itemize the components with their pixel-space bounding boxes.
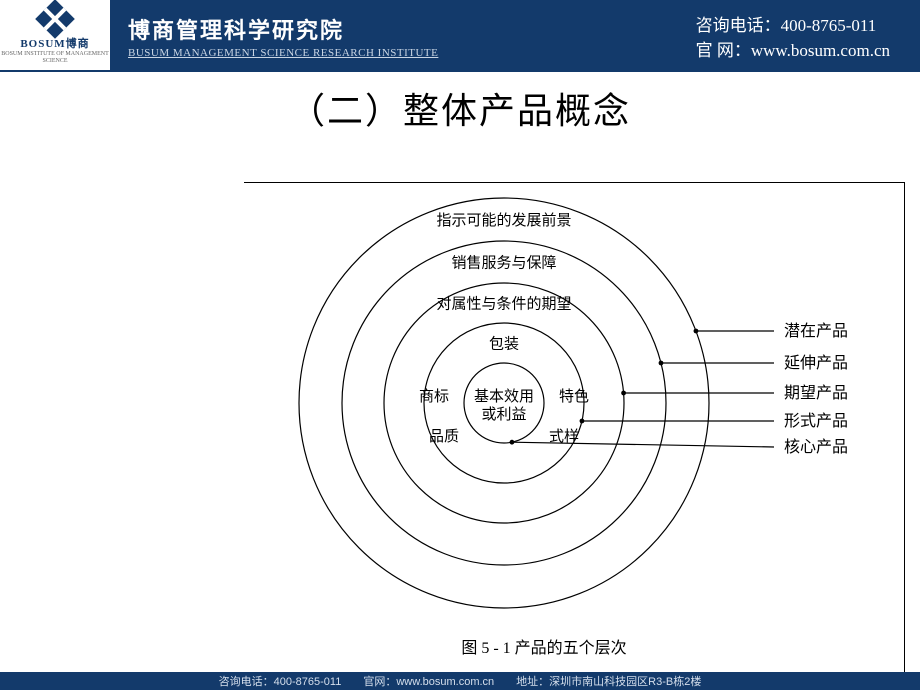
svg-text:或利益: 或利益 <box>481 406 526 423</box>
svg-text:特色: 特色 <box>559 388 589 405</box>
main: （二）整体产品概念 指示可能的发展前景销售服务与保障对属性与条件的期望包装基本效… <box>0 82 920 134</box>
svg-text:期望产品: 期望产品 <box>784 384 848 402</box>
svg-text:销售服务与保障: 销售服务与保障 <box>451 254 556 272</box>
logo-subtitle: BOSUM INSTITUTE OF MANAGEMENT SCIENCE <box>0 51 110 64</box>
website: www.bosum.com.cn <box>751 41 890 60</box>
contact-phone-label: 咨询电话： <box>696 16 781 35</box>
svg-text:形式产品: 形式产品 <box>784 412 848 430</box>
svg-text:基本效用: 基本效用 <box>474 388 534 405</box>
header-contact: 咨询电话：400-8765-011 官 网：www.bosum.com.cn <box>696 0 920 72</box>
svg-text:潜在产品: 潜在产品 <box>784 322 848 340</box>
logo-box: BOSUM博商 BOSUM INSTITUTE OF MANAGEMENT SC… <box>0 0 110 72</box>
logo-icon <box>35 0 75 39</box>
svg-text:核心产品: 核心产品 <box>784 438 848 456</box>
svg-text:品质: 品质 <box>429 428 459 445</box>
svg-text:指示可能的发展前景: 指示可能的发展前景 <box>436 212 571 229</box>
footer-bar: 咨询电话：400-8765-011 官网：www.bosum.com.cn 地址… <box>0 672 920 690</box>
svg-text:延伸产品: 延伸产品 <box>784 354 848 372</box>
website-label: 官 网： <box>696 41 751 60</box>
footer-phone: 咨询电话：400-8765-011 <box>219 673 342 689</box>
header-bar: BOSUM博商 BOSUM INSTITUTE OF MANAGEMENT SC… <box>0 0 920 72</box>
diagram-container: 指示可能的发展前景销售服务与保障对属性与条件的期望包装基本效用或利益 商标品质 特色… <box>244 182 905 683</box>
contact-web-row: 官 网：www.bosum.com.cn <box>696 36 890 61</box>
footer-website: 官网：www.bosum.com.cn <box>363 673 494 689</box>
header-title-block: 博商管理科学研究院 BUSUM MANAGEMENT SCIENCE RESEA… <box>110 0 696 72</box>
page-title: （二）整体产品概念 <box>0 82 920 134</box>
contact-phone: 400-8765-011 <box>781 16 877 35</box>
svg-text:对属性与条件的期望: 对属性与条件的期望 <box>436 296 571 313</box>
product-levels-diagram: 指示可能的发展前景销售服务与保障对属性与条件的期望包装基本效用或利益 商标品质 特色… <box>244 183 904 681</box>
contact-phone-row: 咨询电话：400-8765-011 <box>696 11 890 36</box>
header-title-en: BUSUM MANAGEMENT SCIENCE RESEARCH INSTIT… <box>128 47 696 59</box>
footer-address: 地址：深圳市南山科技园区R3-B栋2楼 <box>516 673 701 689</box>
svg-text:包装: 包装 <box>489 336 519 353</box>
header-title-zh: 博商管理科学研究院 <box>128 13 696 45</box>
svg-text:商标: 商标 <box>419 388 449 405</box>
svg-text:图 5 - 1 产品的五个层次: 图 5 - 1 产品的五个层次 <box>461 639 626 657</box>
